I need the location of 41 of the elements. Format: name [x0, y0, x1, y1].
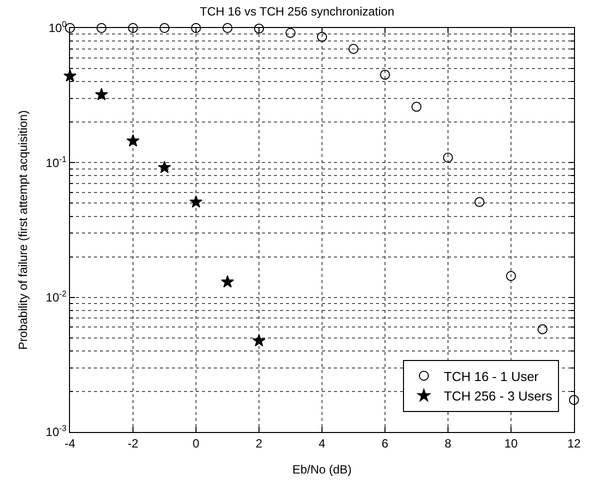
point [126, 134, 140, 147]
x-tick-label: -2 [128, 436, 139, 450]
x-tick-label: 2 [256, 436, 263, 450]
point [443, 152, 453, 163]
point [222, 23, 232, 33]
x-axis-title: Eb/No (dB) [292, 462, 352, 476]
x-tick-label: 0 [192, 436, 200, 450]
point [252, 334, 266, 346]
point [160, 23, 170, 33]
point [506, 271, 516, 282]
point [348, 44, 358, 54]
x-tick-label: 8 [444, 436, 452, 450]
point [569, 394, 579, 405]
point [96, 23, 106, 33]
x-tick-label: 4 [318, 436, 326, 450]
point [254, 24, 264, 34]
point [317, 32, 327, 42]
y-tick-label: 10$^{0}$ [48, 19, 67, 36]
point [474, 197, 484, 208]
y-tick-label: 10$^{-1}$ [46, 154, 67, 170]
legend-label: TCH 256 - 3 Users [444, 388, 553, 404]
point [538, 324, 548, 334]
point [65, 23, 75, 33]
y-axis-title: Probability of failure (first attempt acquisition) [16, 110, 30, 350]
point [191, 23, 201, 33]
point [158, 160, 171, 174]
point [190, 195, 202, 208]
point [128, 23, 138, 33]
point [380, 70, 390, 80]
y-tick-label: 10$^{-3}$ [46, 423, 67, 440]
x-tick-label: -4 [64, 436, 76, 450]
chart-title: TCH 16 vs TCH 256 synchronization [200, 4, 394, 19]
point [221, 275, 234, 288]
y-tick-label: 10$^{-2}$ [46, 288, 67, 305]
point [286, 28, 296, 38]
x-tick-label: 10 [504, 436, 518, 450]
legend-label: TCH 16 - 1 User [444, 368, 540, 384]
x-tick-label: 12 [567, 436, 581, 450]
point [412, 102, 422, 112]
x-tick-label: 6 [382, 436, 389, 450]
point [95, 88, 108, 100]
